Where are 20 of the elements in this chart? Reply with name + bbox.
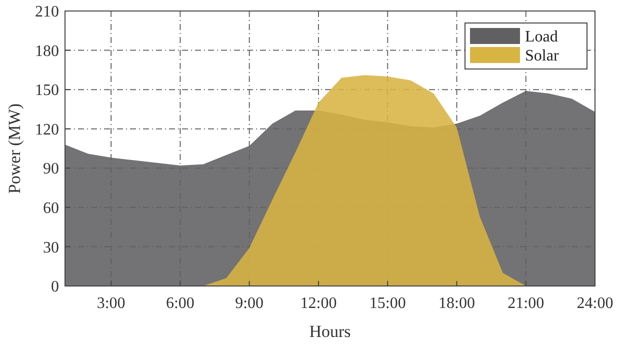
x-tick-label: 12:00 — [300, 295, 337, 312]
x-tick-label: 24:00 — [576, 295, 614, 312]
y-tick-label: 0 — [51, 278, 59, 296]
y-tick-label: 120 — [35, 121, 59, 138]
x-tick-label: 21:00 — [508, 295, 544, 312]
y-tick-label: 90 — [43, 160, 59, 178]
y-tick-label: 60 — [43, 200, 59, 218]
x-tick-label: 18:00 — [438, 295, 475, 312]
y-tick-label: 150 — [35, 82, 59, 100]
legend-label: Load — [525, 28, 558, 46]
y-axis-title: Power (MW) — [5, 103, 24, 194]
x-tick-label: 9:00 — [235, 295, 264, 312]
x-tick-label: 3:00 — [96, 295, 126, 312]
y-tick-label: 210 — [35, 4, 59, 21]
y-tick-label: 180 — [35, 42, 59, 60]
legend-label: Solar — [525, 48, 560, 65]
x-tick-label: 6:00 — [166, 295, 194, 312]
x-axis-title: Hours — [309, 322, 351, 341]
x-tick-label: 15:00 — [369, 295, 406, 312]
y-tick-label: 30 — [43, 239, 59, 256]
